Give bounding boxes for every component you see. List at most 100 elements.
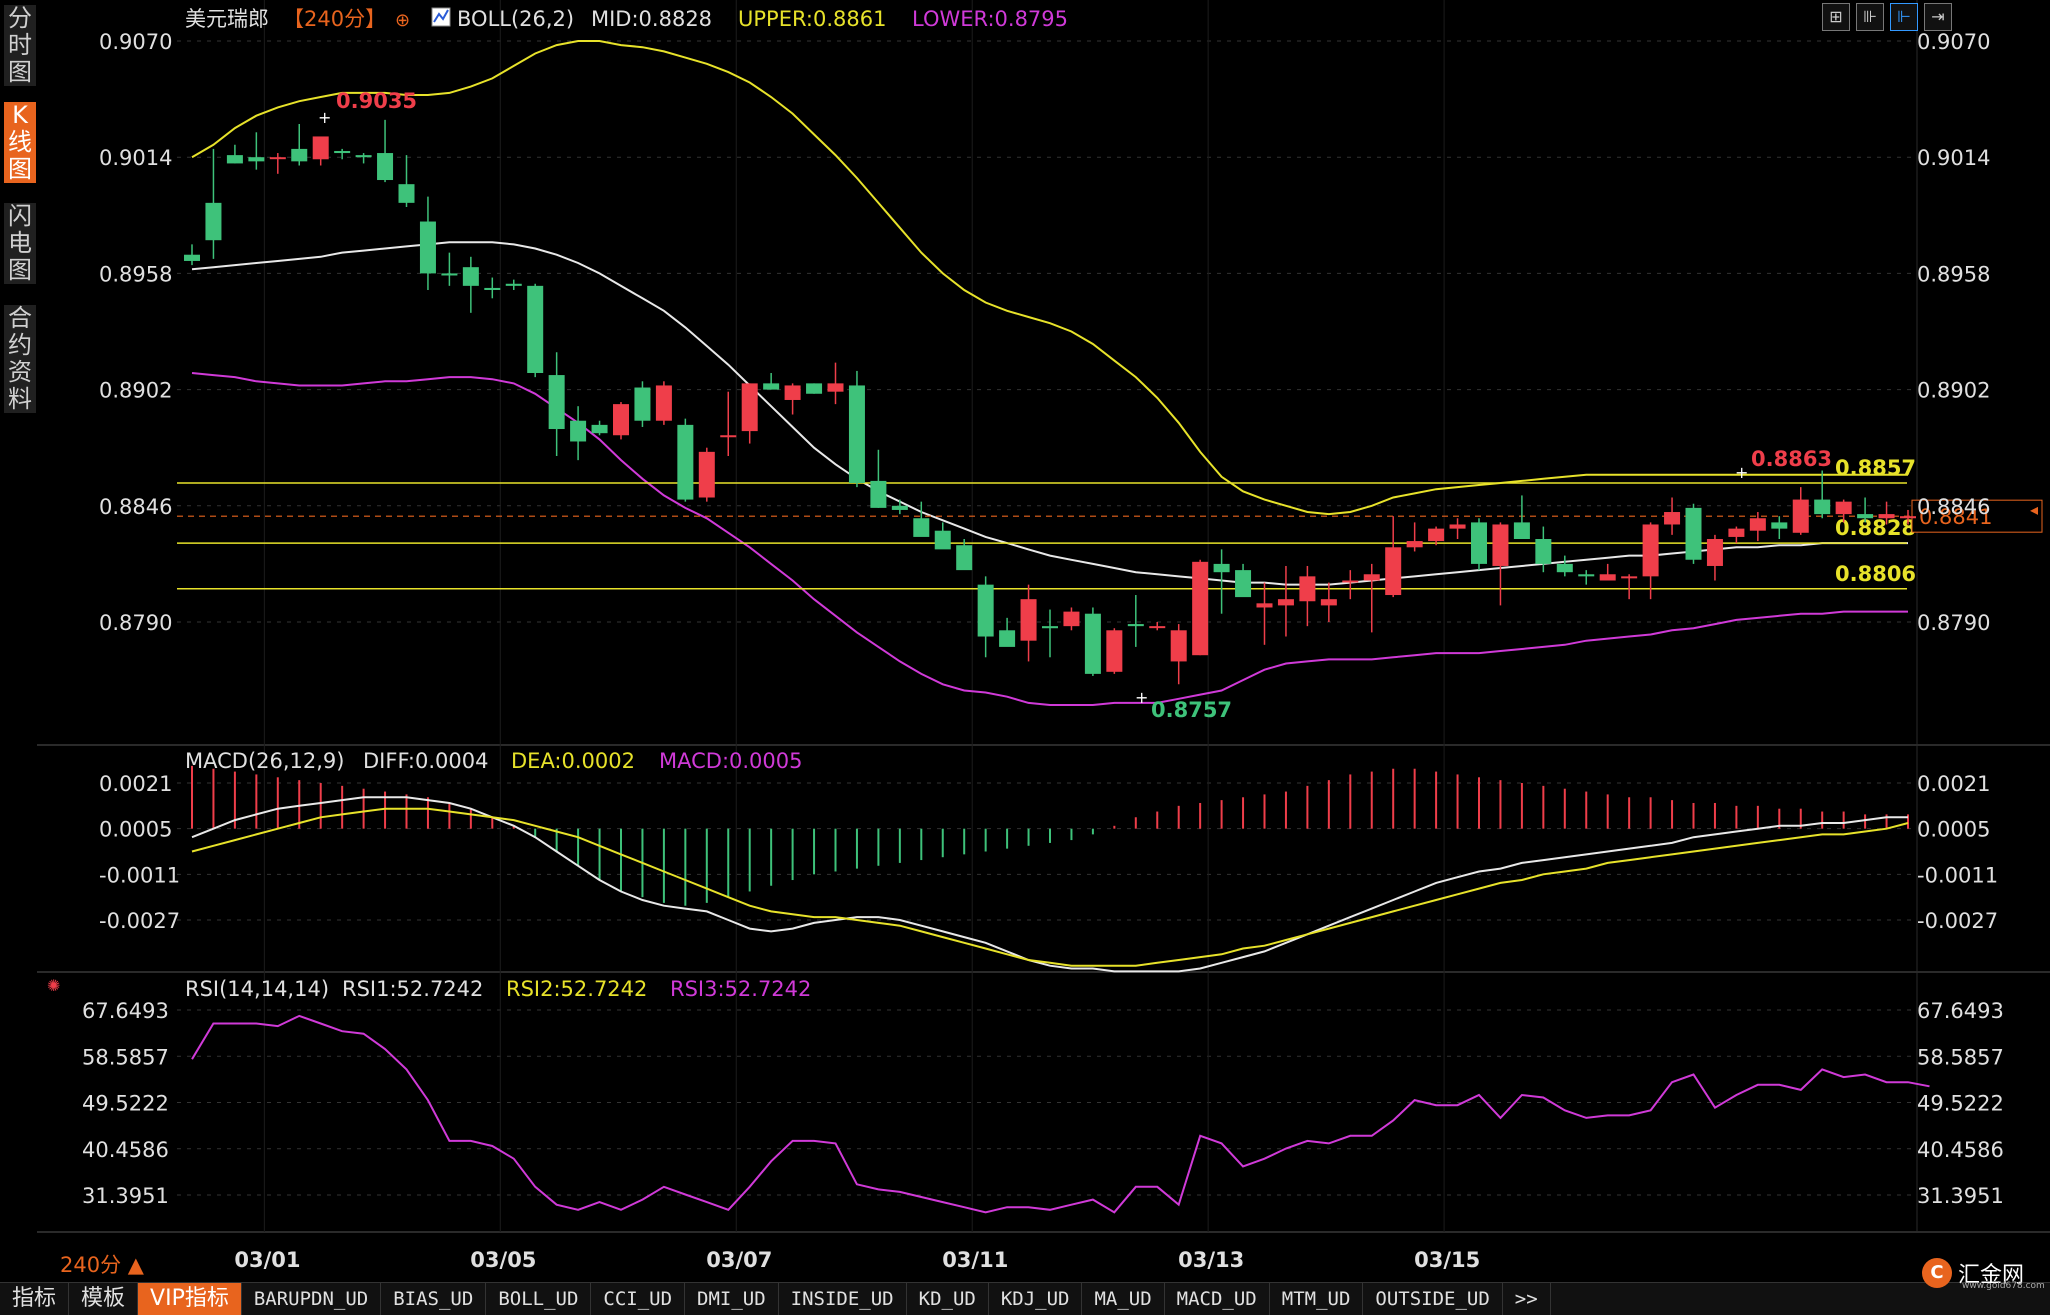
crosshair-icon[interactable]: ⊕ (395, 10, 410, 31)
candle[interactable] (1192, 559, 1209, 656)
candle[interactable] (419, 196, 436, 290)
candle[interactable] (741, 383, 758, 444)
candle[interactable] (1685, 503, 1702, 564)
candle[interactable] (355, 153, 372, 164)
candle[interactable] (1728, 526, 1745, 544)
candle[interactable] (1471, 518, 1487, 571)
candle[interactable] (655, 381, 672, 425)
candle[interactable] (1492, 522, 1509, 606)
candle[interactable] (677, 418, 694, 502)
candle[interactable] (1149, 622, 1166, 631)
candle[interactable] (1449, 518, 1466, 539)
candle[interactable] (1599, 563, 1616, 581)
candle[interactable] (1020, 584, 1037, 662)
bottom-tab-9[interactable]: KD_UD (907, 1283, 989, 1315)
candle-mode-icon[interactable]: ⊪ (1856, 3, 1884, 31)
candle[interactable] (698, 447, 715, 502)
candle[interactable] (527, 283, 544, 378)
candle[interactable] (806, 383, 823, 394)
candle[interactable] (1771, 516, 1788, 539)
candle[interactable] (1106, 628, 1123, 674)
candle[interactable] (827, 362, 844, 405)
period-selector[interactable]: 240分 ▲ (60, 1253, 145, 1277)
candle[interactable] (505, 279, 522, 290)
candle[interactable] (1749, 512, 1766, 542)
candle[interactable] (999, 617, 1016, 647)
candle[interactable] (720, 391, 737, 456)
candle[interactable] (291, 124, 308, 166)
bottom-tab-11[interactable]: MA_UD (1082, 1283, 1165, 1315)
candle[interactable] (1857, 497, 1874, 523)
candle[interactable] (1127, 595, 1144, 647)
sidebar-tab-0[interactable]: 分时图 (4, 5, 36, 86)
candle[interactable] (1664, 497, 1681, 535)
candle[interactable] (956, 539, 973, 571)
bottom-tab-10[interactable]: KDJ_UD (989, 1283, 1083, 1315)
bottom-tab-5[interactable]: BOLL_UD (486, 1283, 592, 1315)
candle[interactable] (484, 277, 501, 299)
chart-area[interactable]: 0.8857 0.8828 0.8806 0.8841 ◂ 0.9035 +0.8757 +… (37, 0, 2050, 1314)
candle[interactable] (1363, 563, 1380, 633)
candle[interactable] (1814, 470, 1831, 519)
sidebar-tab-2[interactable]: 闪电图 (4, 203, 36, 284)
candle[interactable] (462, 256, 479, 313)
candle[interactable] (1277, 565, 1294, 637)
candle[interactable] (1320, 582, 1337, 622)
candle[interactable] (1792, 487, 1809, 535)
candle[interactable] (184, 244, 200, 266)
candle[interactable] (1299, 565, 1316, 627)
candle[interactable] (1213, 549, 1230, 614)
candle[interactable] (784, 383, 801, 415)
bottom-tab-7[interactable]: DMI_UD (685, 1283, 779, 1315)
bottom-tab-15[interactable]: >> (1503, 1283, 1551, 1315)
bottom-tab-1[interactable]: 模板 (69, 1283, 139, 1315)
candle[interactable] (1063, 607, 1080, 631)
candle[interactable] (312, 136, 329, 166)
bottom-tab-14[interactable]: OUTSIDE_UD (1363, 1283, 1503, 1315)
candle[interactable] (1878, 501, 1895, 525)
candle[interactable] (1642, 522, 1659, 600)
candle[interactable] (1835, 499, 1852, 523)
candle[interactable] (1428, 526, 1445, 546)
candle[interactable] (591, 420, 608, 436)
bottom-tab-2[interactable]: VIP指标 (138, 1283, 242, 1315)
settings-gear-icon[interactable]: ✺ (47, 976, 60, 995)
candle[interactable] (1706, 534, 1723, 581)
candle[interactable] (334, 148, 351, 160)
arrow-tool-icon[interactable]: ⇥ (1924, 3, 1952, 31)
candle[interactable] (205, 148, 222, 259)
candle[interactable] (1513, 495, 1530, 539)
candle[interactable] (1084, 607, 1101, 676)
candle[interactable] (1170, 624, 1187, 685)
bottom-tab-3[interactable]: BARUPDN_UD (242, 1283, 382, 1315)
candle[interactable] (1342, 570, 1359, 600)
candle[interactable] (1535, 526, 1552, 573)
candle[interactable] (934, 522, 951, 550)
candle[interactable] (1556, 555, 1573, 577)
candle[interactable] (977, 576, 994, 658)
candle[interactable] (891, 499, 908, 515)
candle[interactable] (1406, 522, 1423, 552)
bottom-tab-13[interactable]: MTM_UD (1270, 1283, 1364, 1315)
candle[interactable] (1621, 574, 1638, 600)
candle[interactable] (1578, 570, 1595, 585)
candle[interactable] (441, 252, 458, 286)
candle[interactable] (1256, 582, 1273, 645)
candle[interactable] (1900, 509, 1916, 525)
line-mode-icon[interactable]: ⊩ (1890, 3, 1918, 31)
candle[interactable] (398, 155, 415, 207)
candle[interactable] (1385, 516, 1402, 598)
candle[interactable] (870, 449, 887, 508)
candle[interactable] (634, 381, 651, 427)
candle[interactable] (763, 373, 780, 390)
bottom-tab-6[interactable]: CCI_UD (591, 1283, 686, 1315)
candle[interactable] (248, 132, 265, 170)
candle[interactable] (548, 352, 565, 456)
candle[interactable] (269, 153, 286, 174)
candle[interactable] (226, 144, 243, 164)
candle[interactable] (613, 402, 629, 440)
candle[interactable] (377, 119, 394, 183)
layout-grid-icon[interactable]: ⊞ (1822, 3, 1850, 31)
bottom-tab-4[interactable]: BIAS_UD (381, 1283, 487, 1315)
